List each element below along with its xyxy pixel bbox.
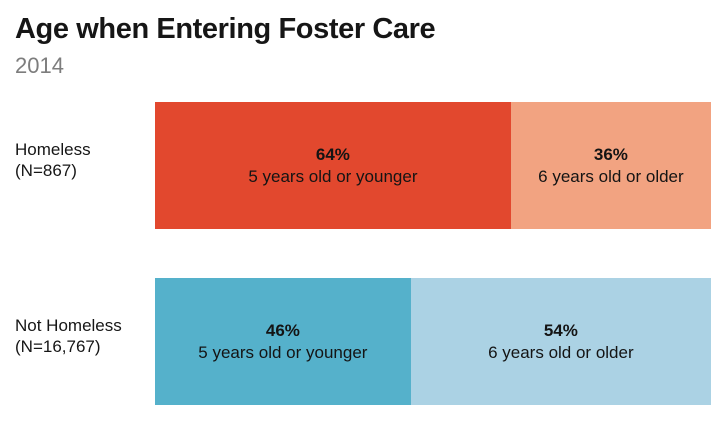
segment-percent: 64% bbox=[315, 144, 350, 164]
segment-label: 6 years old or older bbox=[488, 342, 634, 362]
segment-percent: 46% bbox=[265, 320, 300, 340]
segment-label: 5 years old or younger bbox=[248, 166, 418, 186]
chart-row: Not Homeless (N=16,767) 46% 5 years old … bbox=[0, 278, 724, 405]
stacked-bar-chart: Homeless (N=867) 64% 5 years old or youn… bbox=[0, 102, 724, 405]
chart-header: Age when Entering Foster Care 2014 bbox=[0, 13, 724, 79]
category-name: Homeless bbox=[15, 139, 91, 159]
category-sample-size: (N=867) bbox=[15, 160, 77, 180]
category-label: Not Homeless (N=16,767) bbox=[0, 272, 155, 399]
category-name: Not Homeless bbox=[15, 315, 122, 335]
category-label: Homeless (N=867) bbox=[0, 96, 155, 223]
chart-row: Homeless (N=867) 64% 5 years old or youn… bbox=[0, 102, 724, 229]
bar-segment: 64% 5 years old or younger bbox=[155, 102, 511, 229]
stacked-bar: 46% 5 years old or younger 54% 6 years o… bbox=[155, 278, 711, 405]
category-sample-size: (N=16,767) bbox=[15, 336, 101, 356]
segment-percent: 54% bbox=[543, 320, 578, 340]
bar-segment: 36% 6 years old or older bbox=[510, 102, 711, 229]
bar-segment: 54% 6 years old or older bbox=[410, 278, 711, 405]
segment-label: 6 years old or older bbox=[538, 166, 684, 186]
chart-subtitle: 2014 bbox=[15, 53, 64, 78]
stacked-bar: 64% 5 years old or younger 36% 6 years o… bbox=[155, 102, 711, 229]
segment-percent: 36% bbox=[593, 144, 628, 164]
segment-label: 5 years old or younger bbox=[198, 342, 368, 362]
bar-segment: 46% 5 years old or younger bbox=[155, 278, 411, 405]
chart-title: Age when Entering Foster Care bbox=[15, 13, 436, 45]
